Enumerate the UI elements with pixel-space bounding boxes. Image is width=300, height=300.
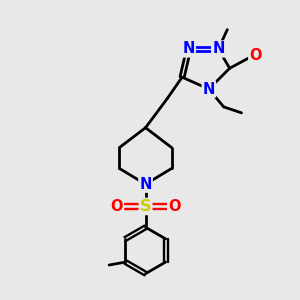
Text: O: O (168, 199, 181, 214)
Text: O: O (110, 199, 123, 214)
Text: N: N (203, 82, 215, 97)
Text: O: O (249, 48, 262, 63)
Text: N: N (182, 41, 195, 56)
Text: S: S (140, 199, 151, 214)
Text: N: N (140, 177, 152, 192)
Text: N: N (212, 41, 224, 56)
